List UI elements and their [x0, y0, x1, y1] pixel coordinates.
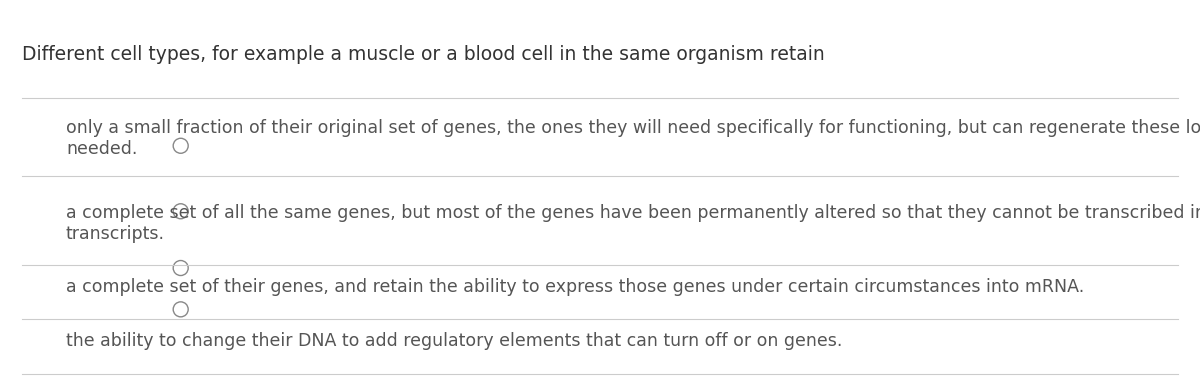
Text: a complete set of all the same genes, but most of the genes have been permanentl: a complete set of all the same genes, bu…	[66, 204, 1200, 243]
Text: a complete set of their genes, and retain the ability to express those genes und: a complete set of their genes, and retai…	[66, 278, 1085, 296]
Text: Different cell types, for example a muscle or a blood cell in the same organism : Different cell types, for example a musc…	[22, 45, 824, 64]
Text: the ability to change their DNA to add regulatory elements that can turn off or : the ability to change their DNA to add r…	[66, 332, 842, 350]
Text: only a small fraction of their original set of genes, the ones they will need sp: only a small fraction of their original …	[66, 119, 1200, 158]
